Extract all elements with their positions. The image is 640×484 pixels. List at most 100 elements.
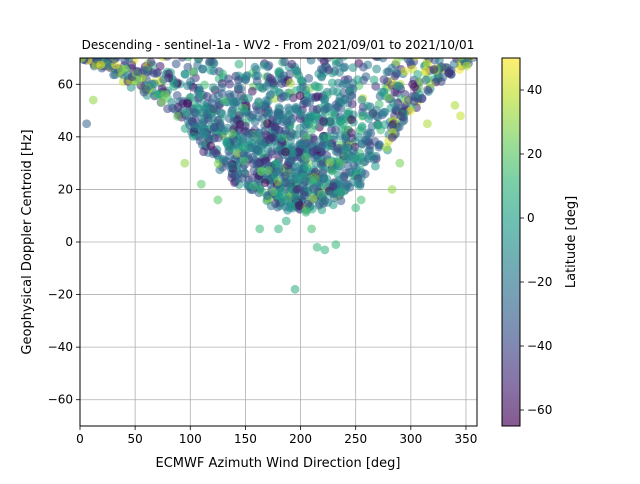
data-point	[341, 133, 350, 143]
data-point	[217, 89, 227, 98]
data-point	[387, 63, 397, 73]
data-point	[423, 85, 433, 95]
data-point	[262, 191, 272, 201]
colorbar-tick-label: 0	[527, 211, 535, 225]
data-point	[143, 65, 153, 75]
data-point	[456, 111, 465, 121]
data-point	[227, 161, 236, 171]
data-point	[208, 83, 218, 93]
data-point	[324, 65, 334, 75]
data-point	[260, 178, 270, 188]
data-point	[264, 166, 274, 175]
data-point	[320, 95, 329, 105]
data-point	[247, 86, 257, 96]
colorbar-tick-label: −60	[527, 403, 552, 417]
data-point	[82, 119, 92, 129]
data-point	[223, 123, 233, 133]
y-tick-label: 20	[58, 182, 73, 196]
colorbar-tick-label: −20	[527, 275, 552, 289]
data-point	[263, 119, 272, 128]
data-point	[177, 58, 187, 62]
data-point	[223, 74, 233, 84]
data-point	[280, 171, 290, 181]
data-point	[301, 152, 311, 162]
data-point	[323, 103, 333, 112]
data-point	[141, 85, 151, 94]
data-point	[120, 58, 130, 65]
data-point	[292, 185, 302, 194]
data-point	[259, 60, 269, 70]
data-point	[96, 60, 105, 70]
data-point	[218, 154, 228, 164]
data-point	[240, 121, 250, 131]
data-point	[193, 58, 203, 64]
data-point	[333, 102, 343, 112]
data-point	[307, 224, 316, 234]
y-tick-label: −20	[48, 288, 73, 302]
data-point	[188, 67, 198, 77]
data-point	[347, 91, 357, 101]
data-point	[213, 195, 223, 205]
data-point	[372, 64, 381, 74]
data-point	[109, 58, 119, 64]
data-point	[149, 79, 159, 89]
data-point	[372, 58, 381, 61]
data-point	[319, 173, 329, 183]
data-point	[328, 110, 337, 120]
data-point	[408, 79, 418, 89]
data-point	[163, 58, 172, 61]
data-point	[181, 108, 191, 117]
data-point	[443, 67, 453, 77]
data-point	[356, 195, 366, 205]
data-point	[316, 58, 326, 63]
data-point	[328, 181, 338, 191]
data-point	[256, 136, 265, 146]
data-point	[271, 125, 280, 135]
data-point	[409, 96, 419, 106]
data-point	[239, 143, 249, 152]
colorbar-ticks: −60 −40 −20 0 20 40	[520, 83, 552, 417]
data-point	[248, 181, 258, 191]
data-point	[331, 240, 341, 250]
data-point	[274, 224, 283, 234]
data-point	[117, 65, 126, 75]
data-point	[396, 111, 406, 121]
data-point	[219, 96, 229, 106]
data-point	[348, 177, 358, 187]
data-point	[450, 100, 460, 110]
data-point	[225, 89, 234, 99]
data-point	[348, 146, 358, 156]
data-point	[380, 107, 390, 117]
data-point	[277, 79, 286, 88]
data-point	[347, 115, 356, 125]
data-point	[171, 59, 181, 69]
data-point	[280, 58, 290, 67]
data-point	[271, 167, 281, 177]
data-point	[285, 131, 295, 141]
data-point	[290, 284, 300, 294]
data-point	[282, 92, 292, 101]
data-point	[291, 193, 300, 202]
y-axis-label: Geophysical Doppler Centroid [Hz]	[20, 129, 35, 354]
data-point	[339, 172, 349, 182]
x-tick-label: 0	[76, 432, 84, 446]
data-point	[341, 79, 351, 88]
data-point	[242, 71, 252, 80]
data-point	[281, 216, 291, 226]
data-point	[457, 58, 466, 61]
y-axis-ticks: −60 −40 −20 0 20 40 60	[48, 77, 80, 407]
data-point	[202, 91, 212, 101]
data-point	[310, 120, 320, 130]
data-point	[281, 126, 290, 135]
data-point	[400, 66, 410, 76]
data-point	[244, 93, 253, 103]
data-point	[274, 103, 284, 112]
data-point	[237, 91, 247, 101]
data-point	[285, 156, 295, 166]
data-point	[164, 69, 174, 79]
data-point	[109, 70, 118, 80]
data-point	[249, 132, 258, 141]
data-point	[233, 82, 243, 92]
data-point	[336, 196, 346, 206]
data-point	[218, 69, 227, 79]
